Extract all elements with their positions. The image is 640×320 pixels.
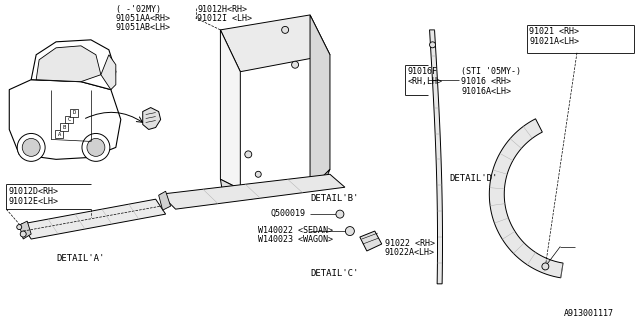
Polygon shape [360,231,381,251]
Polygon shape [161,174,345,209]
Circle shape [292,61,299,68]
Circle shape [429,42,436,48]
Text: 91021A<LH>: 91021A<LH> [529,37,579,46]
Polygon shape [159,191,171,210]
Circle shape [336,210,344,218]
Text: W140022 <SEDAN>: W140022 <SEDAN> [259,226,333,235]
Circle shape [346,227,355,236]
Circle shape [87,139,105,156]
Circle shape [17,133,45,161]
Circle shape [245,151,252,158]
Text: A: A [58,132,61,137]
Circle shape [17,225,22,229]
Text: 91012H<RH>: 91012H<RH> [198,5,248,14]
Circle shape [282,26,289,33]
Polygon shape [19,221,31,239]
Text: DETAIL'B': DETAIL'B' [310,194,358,203]
Text: (STI '05MY-): (STI '05MY-) [461,67,522,76]
Text: DETAIL'A': DETAIL'A' [56,254,104,263]
Polygon shape [310,15,330,189]
Polygon shape [429,30,442,284]
Text: 91051AB<LH>: 91051AB<LH> [116,23,171,32]
Text: 91022A<LH>: 91022A<LH> [385,248,435,257]
Bar [65,116,73,124]
Circle shape [542,263,549,270]
Circle shape [82,133,110,161]
Text: C: C [67,117,70,122]
Text: A913001117: A913001117 [564,309,614,318]
Polygon shape [143,108,161,130]
Circle shape [22,139,40,156]
Polygon shape [220,169,330,199]
Text: DETAIL'C': DETAIL'C' [310,269,358,278]
Text: 91012E<LH>: 91012E<LH> [8,197,58,206]
Text: 91016F: 91016F [408,67,438,76]
Bar [70,108,78,116]
Polygon shape [31,40,116,90]
Text: D: D [72,110,76,115]
Text: 91022 <RH>: 91022 <RH> [385,239,435,248]
Bar [60,124,68,132]
Polygon shape [101,55,116,90]
Text: 91016 <RH>: 91016 <RH> [461,77,511,86]
Text: 91021 <RH>: 91021 <RH> [529,27,579,36]
Text: <RH,LH>: <RH,LH> [408,77,443,86]
Polygon shape [490,119,563,278]
Text: W140023 <WAGON>: W140023 <WAGON> [259,235,333,244]
Polygon shape [21,199,166,239]
Text: Q500019: Q500019 [270,209,305,218]
Text: 91051AA<RH>: 91051AA<RH> [116,14,171,23]
Polygon shape [9,80,121,159]
Polygon shape [220,30,241,189]
Text: ( -'02MY): ( -'02MY) [116,5,161,14]
Polygon shape [220,15,330,72]
Text: DETAIL'D': DETAIL'D' [449,174,498,183]
Text: 91016A<LH>: 91016A<LH> [461,87,511,96]
Bar [55,131,63,139]
Circle shape [255,171,261,177]
Polygon shape [36,46,101,82]
Text: B: B [63,125,66,130]
Text: 91012D<RH>: 91012D<RH> [8,187,58,196]
Circle shape [20,231,26,237]
Text: 91012I <LH>: 91012I <LH> [198,14,253,23]
